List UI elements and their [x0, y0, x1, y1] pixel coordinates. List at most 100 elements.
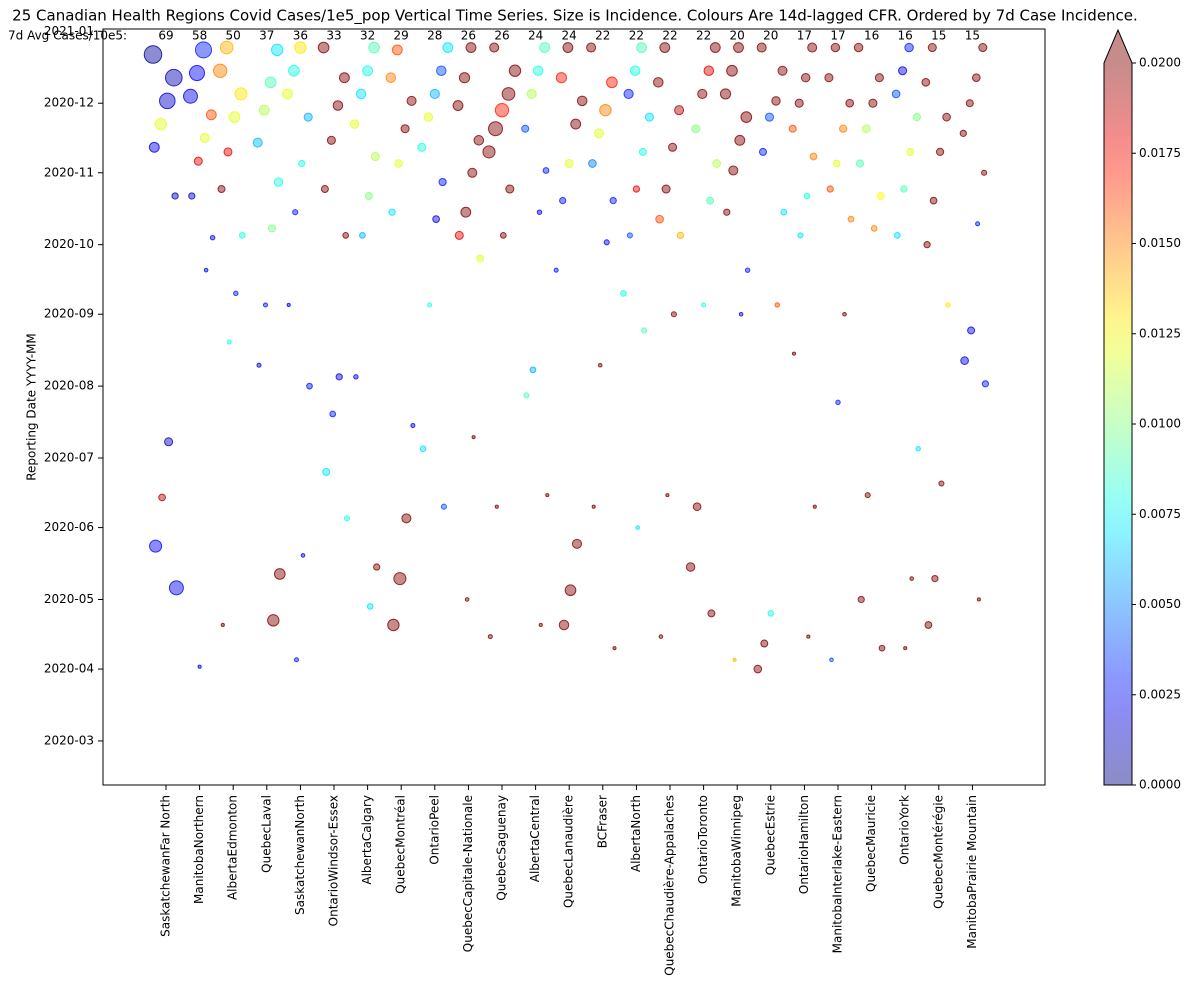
plot-frame — [102, 28, 1046, 786]
point — [771, 96, 781, 106]
point — [143, 45, 163, 64]
point — [870, 225, 878, 232]
point — [464, 597, 470, 602]
x-tick-label: ManitobaNorthern — [192, 795, 206, 904]
point — [807, 42, 818, 53]
point — [626, 232, 633, 239]
point — [197, 664, 202, 669]
point — [467, 167, 478, 178]
point — [322, 467, 331, 476]
point — [797, 232, 804, 239]
x-tick-label: SaskatchewanFar North — [159, 795, 173, 937]
point — [545, 493, 550, 498]
point — [343, 515, 351, 522]
point — [303, 112, 313, 122]
point — [629, 65, 641, 77]
point — [423, 112, 434, 122]
point — [476, 254, 485, 263]
point — [559, 196, 567, 205]
point — [967, 326, 976, 335]
point — [959, 129, 967, 137]
point — [317, 41, 330, 54]
point — [171, 192, 179, 200]
point — [942, 112, 951, 122]
point — [410, 423, 416, 429]
point — [576, 95, 588, 107]
header-value: 20 — [763, 29, 778, 43]
point — [923, 241, 931, 249]
point — [273, 177, 284, 187]
point — [454, 230, 464, 240]
header-value: 15 — [965, 29, 980, 43]
point — [419, 445, 427, 453]
point — [665, 493, 670, 498]
point — [168, 580, 184, 596]
x-tick-label: ManitobaPrairie Mountain — [965, 795, 979, 949]
point — [712, 159, 721, 168]
point — [538, 622, 543, 628]
point — [385, 72, 397, 83]
point — [355, 88, 367, 100]
point — [638, 147, 647, 156]
point — [436, 65, 447, 77]
point — [558, 619, 570, 631]
point — [791, 351, 797, 356]
y-tick-label: 2020-07 — [44, 451, 94, 465]
colorbar-tick-label: 0.0125 — [1139, 326, 1181, 340]
point — [924, 621, 933, 629]
point — [732, 657, 737, 662]
point — [332, 100, 344, 111]
point — [759, 147, 767, 156]
colorbar-tick-label: 0.0050 — [1139, 597, 1181, 611]
point — [864, 492, 871, 499]
point — [364, 191, 373, 200]
y-tick-label: 2020-10 — [44, 237, 94, 251]
y-tick-label: 2020-11 — [44, 165, 94, 179]
point — [149, 539, 163, 553]
point — [523, 392, 530, 399]
point — [788, 124, 797, 133]
point — [723, 208, 731, 216]
point — [555, 72, 567, 84]
header-value: 20 — [730, 29, 745, 43]
x-tick-label: OntarioPeel — [427, 795, 441, 865]
point — [674, 105, 685, 116]
point — [148, 141, 160, 153]
point — [931, 574, 939, 583]
header-value: 17 — [797, 29, 812, 43]
point — [183, 88, 198, 104]
point — [733, 42, 744, 53]
header-value: 22 — [595, 29, 610, 43]
point — [209, 235, 216, 241]
point — [329, 410, 337, 418]
point — [794, 98, 804, 108]
point — [894, 232, 901, 239]
point — [252, 137, 263, 148]
point — [199, 132, 210, 143]
point — [903, 646, 908, 651]
header-value: 24 — [528, 29, 543, 43]
point — [373, 563, 381, 571]
point — [400, 124, 410, 134]
point — [623, 88, 634, 100]
point — [927, 43, 937, 53]
point — [938, 480, 945, 487]
x-tick-label: AlbertaCentral — [528, 795, 542, 882]
y-tick-label: 2020-06 — [44, 520, 94, 534]
x-tick-label: QuebecMontréal — [394, 795, 408, 894]
colorbar-tick-label: 0.0025 — [1139, 687, 1181, 701]
point — [268, 224, 276, 233]
point — [862, 124, 871, 134]
point — [326, 135, 336, 145]
point — [394, 159, 403, 168]
point — [460, 206, 472, 218]
point — [320, 185, 329, 193]
point — [655, 214, 664, 224]
point — [438, 177, 447, 187]
point — [756, 42, 767, 53]
point — [487, 634, 493, 640]
point — [734, 134, 746, 146]
point — [853, 42, 864, 53]
x-tick-label: AlbertaCalgary — [360, 795, 374, 885]
